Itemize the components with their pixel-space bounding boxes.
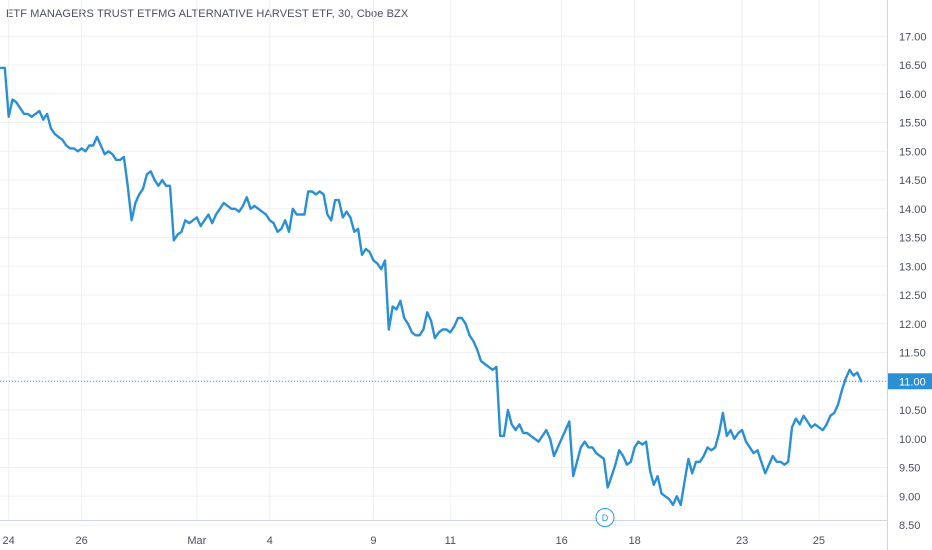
y-tick-label: 13.00 bbox=[899, 261, 927, 273]
series-layer bbox=[0, 66, 887, 507]
labels: 11.00 D bbox=[595, 373, 932, 527]
y-tick-label: 10.00 bbox=[899, 434, 927, 446]
grid bbox=[0, 0, 887, 526]
x-tick-label: 25 bbox=[813, 535, 825, 547]
x-tick-label: 4 bbox=[267, 535, 273, 547]
y-tick-label: 9.00 bbox=[899, 491, 920, 503]
last-price-badge bbox=[888, 373, 932, 390]
x-tick-label: Mar bbox=[187, 535, 206, 547]
interval-badge bbox=[595, 508, 615, 527]
x-tick-label: 24 bbox=[3, 535, 15, 547]
x-tick-label: 26 bbox=[76, 535, 88, 547]
x-tick-label: 11 bbox=[445, 535, 456, 547]
x-tick-label: 16 bbox=[556, 535, 568, 547]
interval-badge-label: D bbox=[602, 513, 609, 523]
x-tick-label: 18 bbox=[628, 535, 640, 547]
y-tick-label: 13.50 bbox=[899, 233, 927, 245]
y-tick-label: 16.00 bbox=[899, 89, 927, 101]
y-tick-label: 10.50 bbox=[899, 405, 927, 417]
chart-title: ETF MANAGERS TRUST ETFMG ALTERNATIVE HAR… bbox=[6, 8, 409, 20]
y-tick-label: 8.50 bbox=[899, 520, 920, 532]
y-tick-label: 12.50 bbox=[899, 290, 927, 302]
y-tick-label: 15.50 bbox=[899, 118, 927, 130]
y-tick-label: 17.00 bbox=[899, 31, 927, 43]
y-tick-label: 12.00 bbox=[899, 319, 927, 331]
y-tick-label: 15.00 bbox=[899, 146, 927, 158]
x-tick-label: 9 bbox=[370, 535, 376, 547]
price-line bbox=[0, 66, 863, 507]
y-tick-label: 14.50 bbox=[899, 175, 927, 187]
last-price-label: 11.00 bbox=[899, 376, 926, 388]
y-tick-label: 9.50 bbox=[899, 463, 920, 475]
y-tick-label: 16.50 bbox=[899, 60, 927, 72]
x-tick-label: 23 bbox=[736, 535, 748, 547]
y-tick-label: 14.00 bbox=[899, 204, 927, 216]
y-tick-label: 11.50 bbox=[899, 348, 926, 360]
